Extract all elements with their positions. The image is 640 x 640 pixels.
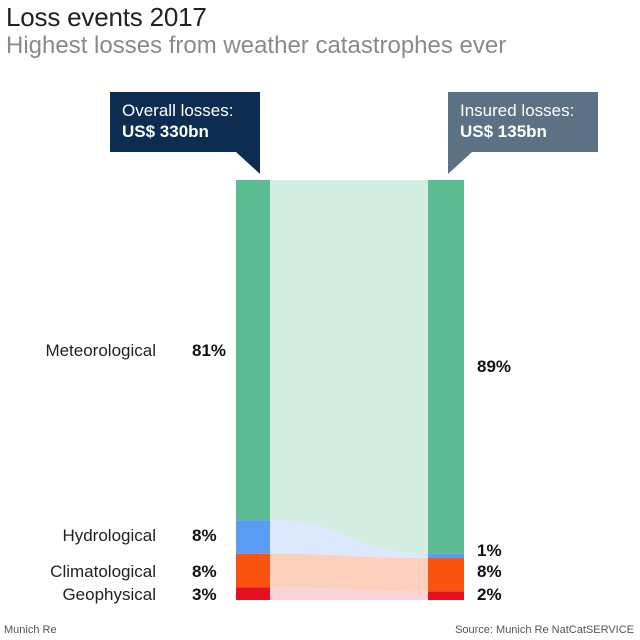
- insured-losses-value: US$ 135bn: [460, 122, 547, 141]
- chart-subtitle: Highest losses from weather catastrophes…: [6, 32, 507, 59]
- category-label-climatological: Climatological: [50, 562, 156, 581]
- insured-bar-geophysical: [428, 591, 464, 600]
- category-label-hydrological: Hydrological: [62, 526, 156, 545]
- overall-bar-hydrological: [236, 520, 270, 554]
- insured-losses-label: Insured losses:: [460, 101, 575, 120]
- overall-pct-geophysical: 3%: [192, 585, 217, 604]
- insured-pct-climatological: 8%: [477, 562, 502, 581]
- overall-pct-hydrological: 8%: [192, 526, 217, 545]
- flow-band-climatological: [270, 553, 428, 592]
- insured-pct-geophysical: 2%: [477, 585, 502, 604]
- insured-bar-hydrological: [428, 553, 464, 558]
- overall-pct-climatological: 8%: [192, 562, 217, 581]
- flow-band-meteorological: [270, 180, 428, 554]
- overall-losses-label: Overall losses:: [122, 101, 234, 120]
- category-label-meteorological: Meteorological: [45, 341, 156, 360]
- insured-bar-climatological: [428, 558, 464, 592]
- footer-source: Source: Munich Re NatCatSERVICE: [455, 624, 634, 636]
- flow-band-hydrological: [270, 520, 428, 558]
- footer-brand: Munich Re: [4, 624, 57, 636]
- chart-title: Loss events 2017: [6, 2, 207, 32]
- overall-bar-meteorological: [236, 180, 270, 521]
- overall-losses-value: US$ 330bn: [122, 122, 209, 141]
- overall-callout-pointer: [236, 152, 260, 174]
- insured-callout-pointer: [448, 152, 472, 174]
- insured-pct-hydrological: 1%: [477, 541, 502, 560]
- flow-band-geophysical: [270, 587, 428, 600]
- insured-bar-meteorological: [428, 180, 464, 554]
- insured-pct-meteorological: 89%: [477, 357, 512, 376]
- overall-bar-geophysical: [236, 587, 270, 600]
- category-label-geophysical: Geophysical: [62, 585, 156, 604]
- overall-bar-climatological: [236, 553, 270, 588]
- overall-pct-meteorological: 81%: [192, 341, 227, 360]
- insured-losses-callout: Insured losses: US$ 135bn: [448, 92, 598, 152]
- overall-losses-callout: Overall losses: US$ 330bn: [110, 92, 260, 152]
